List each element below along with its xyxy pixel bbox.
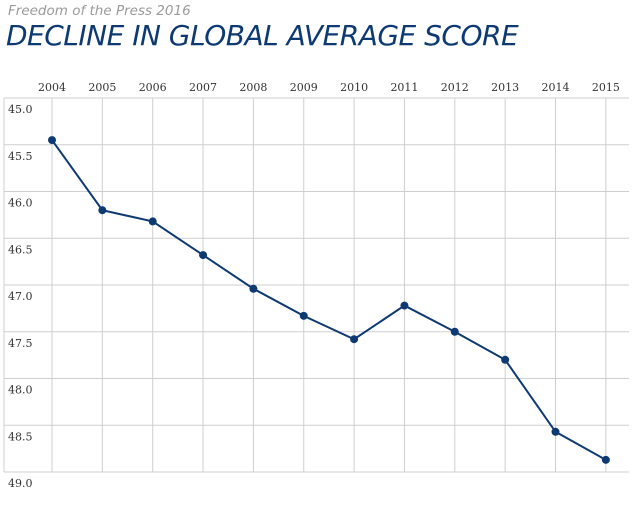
chart-title: DECLINE IN GLOBAL AVERAGE SCORE xyxy=(6,19,519,52)
series xyxy=(48,136,610,464)
data-point xyxy=(48,136,56,145)
x-tick-label: 2005 xyxy=(88,81,116,94)
data-point xyxy=(400,301,409,310)
data-point xyxy=(148,217,157,226)
y-tick-label: 47.5 xyxy=(8,337,33,350)
x-tick-label: 2012 xyxy=(441,81,469,94)
chart-subtitle: Freedom of the Press 2016 xyxy=(8,3,191,19)
data-point xyxy=(551,427,560,436)
y-tick-label: 48.0 xyxy=(8,384,33,397)
x-tick-labels: 2004 2005 2006 2007 2008 2009 2010 2011 2012 2013… xyxy=(38,81,620,94)
y-tick-label: 47.0 xyxy=(8,290,33,303)
y-tick-label: 49.0 xyxy=(8,477,33,490)
y-tick-label: 46.0 xyxy=(8,197,33,210)
x-tick-label: 2006 xyxy=(139,81,167,94)
data-point xyxy=(601,455,610,464)
x-tick-label: 2011 xyxy=(390,81,418,94)
data-point xyxy=(501,355,510,364)
y-tick-label: 46.5 xyxy=(8,243,33,256)
x-tick-label: 2009 xyxy=(290,81,318,94)
data-point xyxy=(299,311,308,320)
y-tick-label: 45.0 xyxy=(8,103,33,116)
grid xyxy=(3,97,629,473)
x-tick-label: 2010 xyxy=(340,81,368,94)
x-tick-label: 2014 xyxy=(542,81,570,94)
x-tick-label: 2008 xyxy=(239,81,267,94)
x-tick-label: 2013 xyxy=(491,81,519,94)
x-tick-label: 2004 xyxy=(38,81,66,94)
data-point xyxy=(249,284,258,293)
y-tick-label: 45.5 xyxy=(8,150,33,163)
data-point xyxy=(199,251,208,260)
data-point xyxy=(98,206,107,215)
x-tick-label: 2015 xyxy=(592,81,620,94)
x-tick-label: 2007 xyxy=(189,81,217,94)
data-point xyxy=(450,327,459,336)
y-tick-label: 48.5 xyxy=(8,430,33,443)
y-tick-labels: 45.0 45.5 46.0 46.5 47.0 47.5 48.0 48.5 49.0 xyxy=(8,103,33,490)
series-line xyxy=(51,139,607,461)
data-point xyxy=(350,335,359,344)
